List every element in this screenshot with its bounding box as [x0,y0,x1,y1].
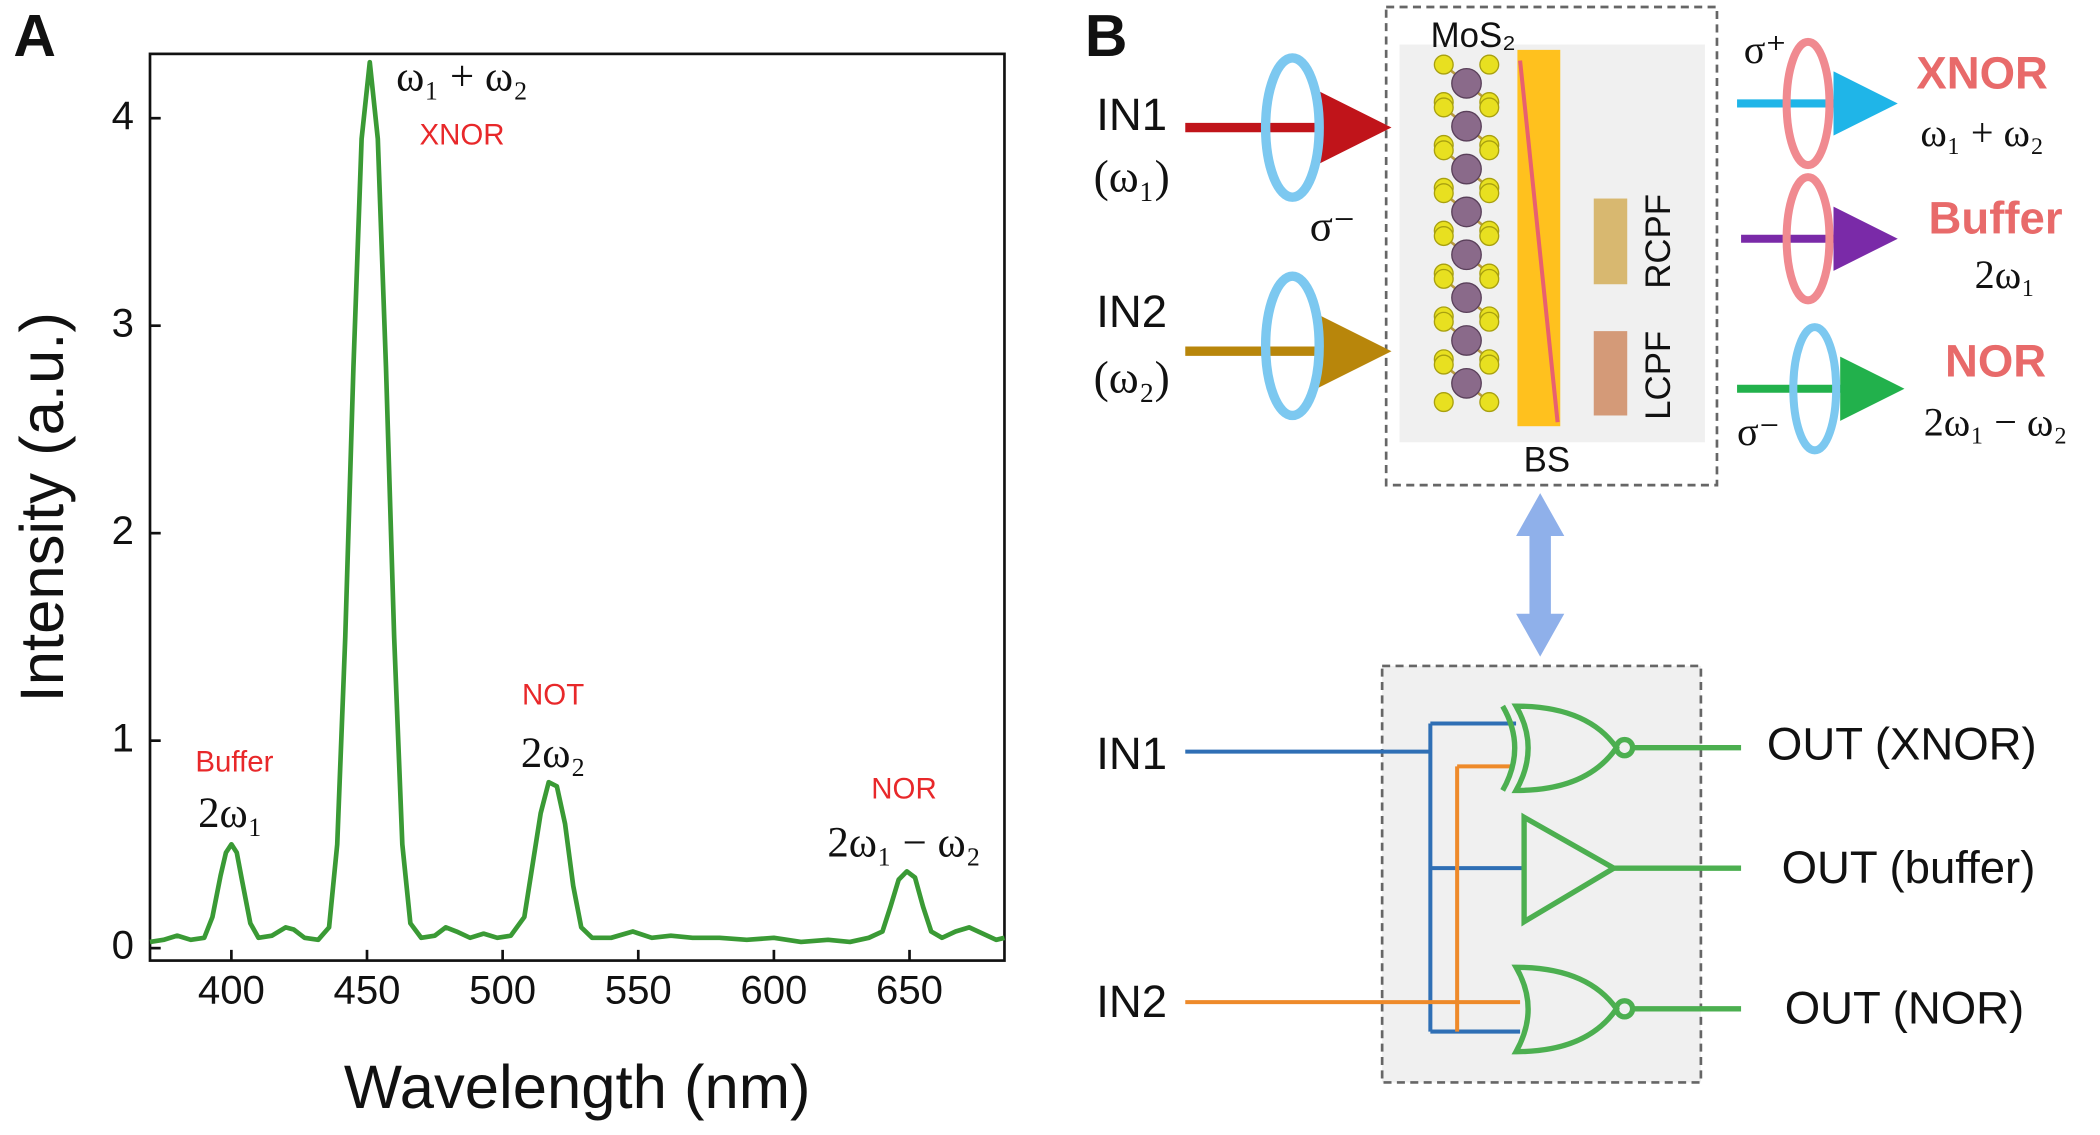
sulfur-atom [1433,268,1454,289]
material-label: MoS₂ [1431,16,1516,55]
output-gate: Buffer [1929,192,2063,243]
circuit-output: OUT (buffer) [1782,842,2036,893]
circuit-output: OUT (NOR) [1785,983,2024,1034]
spectrum-line [149,59,1006,945]
filter-label: RCPF [1639,194,1678,289]
y-tick-label: 4 [112,93,134,138]
x-tick-label: 400 [198,967,265,1012]
polarization-label: σ⁺ [1744,27,1787,72]
sulfur-atom [1479,225,1500,247]
output-frequency: 2ω₁ [1975,252,2036,297]
sulfur-atom [1479,54,1500,75]
sulfur-atom [1433,97,1454,118]
mos2-lattice [1433,54,1500,413]
wires [1185,721,1525,1034]
circuit-input: IN1 [1096,728,1167,779]
mo-atom [1451,67,1482,99]
y-tick-label: 0 [112,923,134,968]
mo-atom [1451,367,1482,399]
output-frequency: ω₁ + ω₂ [1920,110,2044,155]
sulfur-atom [1433,392,1454,413]
polarization-label: σ⁻ [1310,203,1356,250]
x-tick-label: 450 [334,967,401,1012]
polarization-ring [1782,173,1834,305]
sulfur-atom [1433,183,1454,204]
input-label: IN1 [1096,89,1167,140]
lcpf-filter [1593,331,1628,416]
x-axis-title: Wavelength (nm) [344,1053,811,1122]
splitter-line [1518,60,1560,423]
polarization-ring [1260,271,1324,421]
mo-atom [1451,239,1482,271]
input-frequency: (ω₁) [1094,151,1170,202]
output-gate: NOR [1945,336,2046,387]
polarization-ring [1260,53,1324,202]
x-tick-label: 550 [605,967,672,1012]
annotation: ω₁ + ω₂ [396,53,528,100]
polarization-ring [1789,323,1841,455]
double-arrow [1516,493,1565,657]
sulfur-atom [1479,140,1500,161]
mo-atom [1451,325,1482,356]
plot-frame [148,52,1006,962]
y-tick-label: 2 [112,508,134,553]
circuit-input: IN2 [1096,976,1167,1027]
panel-label: A [13,4,56,69]
mo-atom [1451,110,1482,142]
sulfur-atom [1433,311,1454,332]
sulfur-atom [1479,354,1500,375]
mo-atom [1451,282,1482,314]
setup-frame [1384,5,1719,487]
sulfur-atom [1479,183,1500,204]
sulfur-atom [1479,268,1500,289]
sulfur-atom [1433,354,1454,375]
circuit-output: OUT (XNOR) [1767,719,2037,770]
y-axis-title: Intensity (a.u.) [8,312,77,702]
y-tick-label: 3 [112,300,134,345]
x-tick-label: 600 [740,967,807,1012]
y-tick-label: 1 [112,715,134,760]
polarization-ring [1782,37,1834,170]
sulfur-atom [1479,311,1500,332]
sulfur-atom [1433,140,1454,161]
sulfur-atom [1433,54,1454,75]
annotation: 2ω₁ [198,790,263,837]
x-tick-label: 650 [876,967,943,1012]
mo-atom [1451,196,1482,228]
output-gate: XNOR [1916,48,2048,99]
output-frequency: 2ω₁ − ω₂ [1924,399,2068,444]
annotation: NOR [871,772,936,805]
annotation: NOT [522,679,584,712]
logic-gates [1500,703,1742,1055]
annotation: XNOR [419,119,504,152]
sulfur-atom [1479,97,1500,118]
rcpf-filter [1593,198,1628,285]
input-label: IN2 [1096,286,1167,337]
filter-label: LCPF [1639,331,1678,420]
x-tick-label: 500 [469,967,536,1012]
panel-label: B [1085,4,1128,69]
polarization-label: σ⁻ [1737,409,1780,454]
circuit-frame [1380,664,1703,1084]
mo-atom [1451,153,1482,185]
annotation: 2ω₂ [521,730,586,777]
sulfur-atom [1433,225,1454,247]
splitter-label: BS [1524,441,1570,480]
annotation: Buffer [195,745,273,778]
sulfur-atom [1479,392,1500,413]
input-frequency: (ω₂) [1094,351,1170,402]
annotation: 2ω₁ − ω₂ [827,820,980,867]
